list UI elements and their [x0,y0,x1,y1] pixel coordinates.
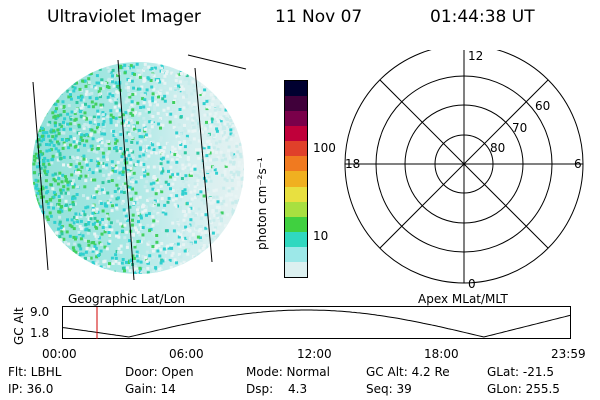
colorbar-segment [285,246,307,262]
mlt-diagonal [379,79,549,249]
colorbar-segment [285,216,307,232]
colorbar-unit-label: photon cm⁻²s⁻¹ [255,157,269,250]
auroral-image [32,54,247,281]
meridian-line [117,59,135,281]
color-bar [284,80,308,278]
colorbar-segment [285,126,307,142]
dsp-label: Dsp: [246,382,274,396]
meridian-line [32,81,49,271]
timeline-xtick: 18:00 [424,347,459,361]
lat-label-60: 60 [535,99,550,113]
colorbar-segment [285,231,307,247]
door-info: Door: Open [125,365,194,379]
colorbar-segment [285,171,307,187]
colorbar-segment [285,156,307,172]
geographic-meridians [32,54,247,281]
mlt-label-12: 12 [468,50,483,63]
altitude-timeline [62,306,571,339]
observation-date: 11 Nov 07 [275,7,363,27]
timeline-xtick: 00:00 [42,347,77,361]
colorbar-segment [285,201,307,217]
colorbar-segment [285,111,307,127]
mlt-label-18: 18 [345,157,360,171]
colorbar-segment [285,96,307,112]
timeline-xtick: 23:59 [551,347,586,361]
timeline-ytick: 9.0 [30,305,50,319]
timeline-frame [62,306,571,339]
altitude-curve [62,309,571,338]
mlt-label-0: 0 [468,277,476,290]
lat-label-80: 80 [490,141,505,155]
polar-plot: 12 18 6 0 60 70 80 [344,50,584,290]
observation-time: 01:44:38 UT [430,7,535,27]
timeline-xtick: 06:00 [169,347,204,361]
ip-info: IP: 36.0 [8,382,54,396]
colorbar-segment [285,261,307,278]
glat-info: GLat: -21.5 [487,365,554,379]
glon-info: GLon: 255.5 [487,382,560,396]
timeline-ytick: 1.8 [30,326,50,340]
timeline-axis-label: GC Alt [12,307,26,345]
timeline-right-caption: Apex MLat/MLT [418,292,508,306]
dsp-value: 4.3 [288,382,308,396]
colorbar-tick-label: 100 [313,141,336,155]
meridian-line [187,54,247,70]
instrument-title: Ultraviolet Imager [47,7,201,27]
lat-label-70: 70 [512,121,527,135]
gc-alt-info: GC Alt: 4.2 Re [366,365,450,379]
timeline-xtick: 12:00 [297,347,332,361]
mlt-label-6: 6 [574,157,582,171]
colorbar-tick-label: 10 [313,229,329,243]
colorbar-segment [285,141,307,157]
gain-info: Gain: 14 [125,382,176,396]
seq-info: Seq: 39 [366,382,412,396]
filter-info: Flt: LBHL [8,365,62,379]
mode-info: Mode: Normal [246,365,330,379]
colorbar-segment [285,186,307,202]
timeline-left-caption: Geographic Lat/Lon [68,292,186,306]
meridian-line [194,67,213,263]
colorbar-segment [285,81,307,97]
